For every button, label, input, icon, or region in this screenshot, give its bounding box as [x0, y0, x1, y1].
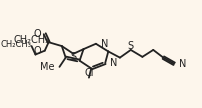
Text: N: N — [100, 39, 107, 49]
Text: S: S — [127, 41, 133, 51]
Text: N: N — [109, 58, 117, 68]
Text: Cl: Cl — [84, 68, 93, 78]
Text: Me: Me — [40, 62, 55, 72]
Text: S: S — [70, 52, 76, 62]
Text: O: O — [33, 46, 41, 56]
Text: N: N — [178, 59, 185, 69]
Text: CH₂CH₃: CH₂CH₃ — [1, 40, 32, 49]
Text: O: O — [33, 29, 41, 39]
Text: CH₂CH₃: CH₂CH₃ — [14, 35, 49, 45]
